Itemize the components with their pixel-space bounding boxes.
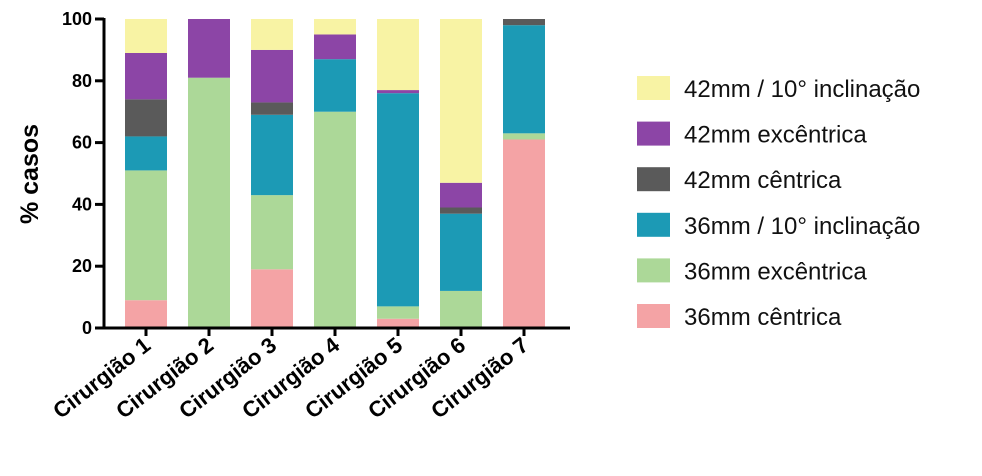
bar-segment-c7-s1 [503,139,545,328]
y-tick-label: 20 [72,256,92,276]
bar-segment-c5-s1 [377,318,419,328]
bar-segment-c5-s5 [377,90,419,94]
bars-group [125,19,545,329]
bar-segment-c2-s2 [188,77,230,329]
legend-label: 36mm excêntrica [684,258,867,285]
legend-swatch [637,304,670,328]
bar-segment-c1-s3 [125,136,167,171]
bar-segment-c6-s5 [440,182,482,208]
bar-segment-c6-s6 [440,19,482,183]
bar-segment-c5-s6 [377,19,419,91]
y-tick-label: 100 [62,9,92,29]
y-tick-label: 60 [72,133,92,153]
bar-segment-c1-s6 [125,19,167,53]
bar-segment-c3-s1 [251,269,293,328]
legend-label: 42mm excêntrica [684,122,867,149]
bar-segment-c1-s2 [125,170,167,301]
bar-segment-c5-s3 [377,93,419,307]
legend-swatch [637,167,670,192]
bar-segment-c1-s4 [125,99,167,137]
bar-segment-c2-s5 [188,19,230,78]
bar-segment-c5-s2 [377,306,419,319]
y-tick-label: 0 [82,318,92,338]
legend-swatch [637,258,670,283]
legend-label: 42mm cêntrica [684,167,842,194]
legend-swatch [637,76,670,100]
bar-segment-c7-s4 [503,19,545,26]
y-axis-title: % casos [16,124,44,224]
bar-segment-c4-s3 [314,59,356,112]
legend-label: 42mm / 10° inclinação [684,76,920,103]
bar-segment-c4-s2 [314,111,356,328]
bar-segment-c4-s6 [314,19,356,35]
legend: 42mm / 10° inclinação 42mm excêntrica 42mm… [637,76,920,331]
bar-segment-c4-s5 [314,34,356,60]
legend-swatch [637,212,670,237]
bar-segment-c6-s2 [440,290,482,328]
bar-segment-c3-s3 [251,114,293,196]
bar-segment-c7-s3 [503,25,545,134]
bar-segment-c1-s5 [125,52,167,100]
bar-segment-c6-s4 [440,207,482,214]
bar-segment-c1-s1 [125,300,167,328]
bar-segment-c3-s4 [251,102,293,115]
bar-segment-c3-s5 [251,49,293,103]
bar-segment-c3-s6 [251,19,293,50]
bar-segment-c3-s2 [251,195,293,270]
y-tick-label: 80 [72,71,92,91]
legend-label: 36mm cêntrica [684,304,842,331]
legend-label: 36mm / 10° inclinação [684,213,920,240]
y-ticks-group: 0 20 40 60 80 100 [62,9,104,338]
y-tick-label: 40 [72,194,92,214]
bar-segment-c7-s2 [503,133,545,140]
bar-segment-c6-s3 [440,213,482,291]
legend-swatch [637,121,670,146]
